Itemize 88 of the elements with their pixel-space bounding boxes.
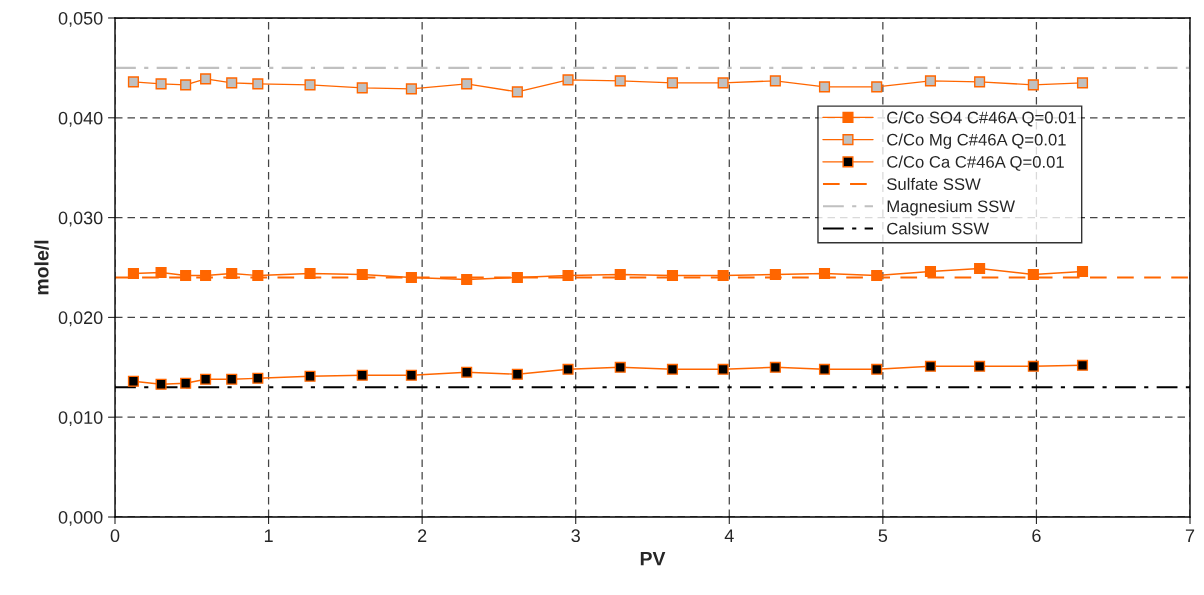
point bbox=[252, 372, 264, 384]
legend-label: Calsium SSW bbox=[887, 222, 990, 235]
point bbox=[252, 269, 264, 282]
point bbox=[356, 268, 368, 281]
point bbox=[818, 363, 831, 375]
point bbox=[871, 363, 883, 375]
point bbox=[614, 361, 626, 373]
point bbox=[717, 77, 729, 89]
y-tick-label: 0,010 bbox=[58, 411, 103, 427]
point bbox=[304, 79, 316, 91]
legend-label: C/Co Mg C#46A Q=0.01 bbox=[887, 133, 1066, 149]
y-tick-label: 0,020 bbox=[58, 311, 103, 327]
point bbox=[127, 375, 139, 387]
point bbox=[871, 269, 883, 282]
point bbox=[155, 266, 167, 279]
point bbox=[200, 73, 212, 85]
point bbox=[461, 366, 473, 378]
y-tick-label: 0,000 bbox=[58, 510, 103, 526]
x-tick-label: 0 bbox=[110, 529, 120, 543]
point bbox=[1027, 79, 1039, 91]
point bbox=[924, 75, 937, 87]
legend-label: Sulfate SSW bbox=[887, 177, 981, 191]
point bbox=[666, 77, 679, 89]
point bbox=[666, 363, 679, 375]
point bbox=[1076, 359, 1089, 371]
point bbox=[562, 74, 574, 86]
point bbox=[769, 268, 781, 281]
point bbox=[1027, 360, 1039, 372]
point bbox=[226, 77, 238, 89]
point bbox=[562, 363, 574, 375]
legend-label: C/Co Ca C#46A Q=0.01 bbox=[887, 155, 1064, 171]
point bbox=[924, 265, 937, 278]
point bbox=[614, 75, 626, 87]
point bbox=[155, 378, 167, 390]
point bbox=[562, 269, 574, 282]
point bbox=[666, 269, 679, 282]
point bbox=[614, 268, 626, 281]
x-tick-label: 5 bbox=[878, 529, 888, 543]
point bbox=[769, 361, 781, 373]
y-axis-title: mole/l bbox=[34, 240, 49, 295]
point bbox=[304, 267, 316, 280]
point bbox=[356, 369, 368, 381]
point bbox=[511, 368, 523, 380]
y-tick-label: 0,050 bbox=[58, 11, 103, 27]
point bbox=[717, 363, 729, 375]
point bbox=[200, 269, 212, 282]
point bbox=[974, 360, 986, 372]
point bbox=[180, 377, 192, 389]
point bbox=[924, 360, 937, 372]
x-tick-label: 4 bbox=[724, 529, 734, 542]
point bbox=[180, 269, 192, 282]
point bbox=[405, 83, 417, 95]
point bbox=[226, 373, 238, 385]
point bbox=[356, 82, 368, 94]
point bbox=[717, 269, 729, 282]
point bbox=[252, 78, 264, 90]
point bbox=[304, 370, 316, 382]
point bbox=[200, 373, 212, 385]
x-tick-label: 1 bbox=[264, 529, 273, 542]
point bbox=[511, 86, 523, 98]
x-tick-label: 2 bbox=[418, 529, 427, 542]
y-tick-label: 0,030 bbox=[58, 211, 103, 227]
legend-label: C/Co SO4 C#46A Q=0.01 bbox=[887, 111, 1076, 127]
x-tick-label: 3 bbox=[571, 529, 580, 543]
point bbox=[974, 262, 986, 275]
x-axis-title: PV bbox=[640, 551, 666, 566]
point bbox=[818, 81, 831, 93]
y-tick-label: 0,040 bbox=[58, 111, 103, 127]
point bbox=[127, 76, 139, 88]
point bbox=[226, 267, 238, 280]
point bbox=[127, 267, 139, 280]
x-tick-label: 6 bbox=[1032, 529, 1041, 543]
point bbox=[405, 369, 417, 381]
point bbox=[1076, 265, 1089, 278]
x-tick-label: 7 bbox=[1185, 529, 1195, 542]
point bbox=[1076, 77, 1089, 89]
legend-label: Magnesium SSW bbox=[887, 199, 1015, 216]
point bbox=[1027, 268, 1039, 281]
point bbox=[818, 267, 831, 280]
point bbox=[155, 78, 167, 90]
point bbox=[461, 273, 473, 286]
point bbox=[511, 271, 523, 284]
point bbox=[769, 75, 781, 87]
point bbox=[405, 271, 417, 284]
point bbox=[974, 76, 986, 88]
point bbox=[871, 81, 883, 93]
point bbox=[180, 79, 192, 91]
point bbox=[461, 78, 473, 90]
